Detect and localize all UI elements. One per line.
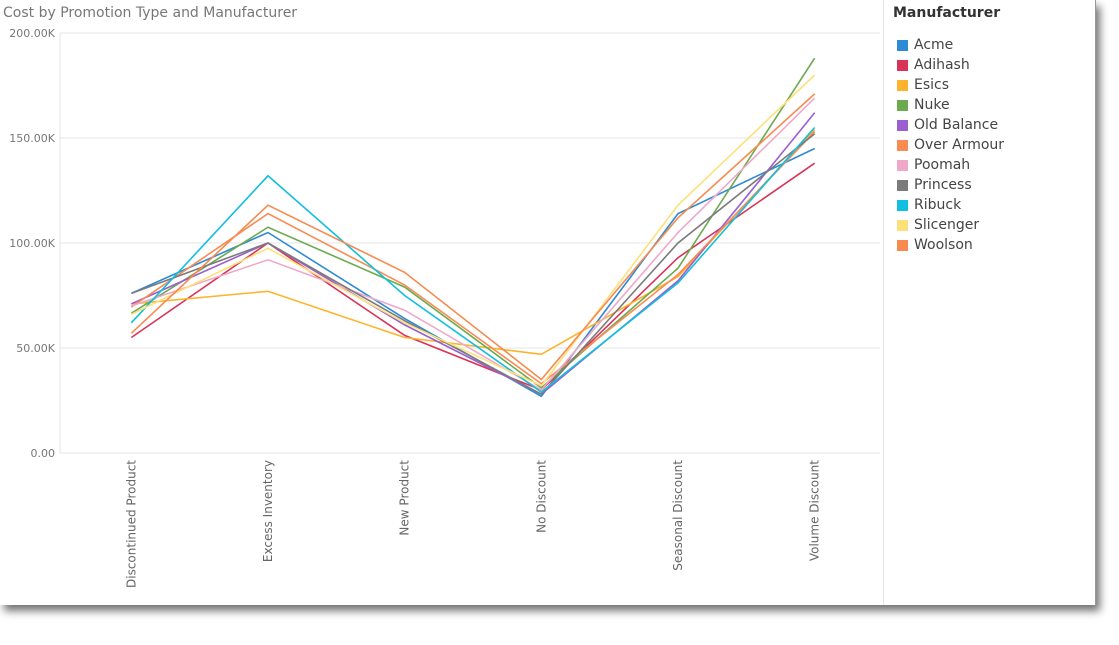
series-line-old-balance[interactable]: [131, 112, 816, 396]
legend-title: Manufacturer: [893, 5, 1001, 21]
y-tick-label: 50.00K: [16, 342, 55, 355]
series-line-ribuck[interactable]: [130, 126, 816, 394]
legend-swatch: [897, 59, 908, 71]
y-tick-label: 150.00K: [9, 132, 55, 145]
legend-label: Princess: [914, 177, 972, 193]
legend-item[interactable]: Princess: [893, 175, 1004, 195]
legend-item[interactable]: Esics: [893, 75, 1004, 95]
legend-swatch: [897, 99, 908, 111]
chart-title: Cost by Promotion Type and Manufacturer: [3, 5, 298, 21]
y-tick-label: 100.00K: [9, 237, 55, 250]
legend-item[interactable]: Ribuck: [893, 195, 1004, 215]
series-line-woolson[interactable]: [130, 93, 816, 381]
legend-label: Old Balance: [914, 117, 999, 133]
series-line-over-armour[interactable]: [130, 131, 816, 385]
legend: Manufacturer Acme Adihash Esics Nuke Old Bal…: [893, 5, 1004, 255]
divider: [883, 0, 884, 605]
x-tick-label: Excess Inventory: [261, 460, 275, 562]
x-tick-label: Seasonal Discount: [671, 460, 685, 571]
legend-swatch: [897, 39, 908, 51]
x-tick-label: No Discount: [534, 460, 548, 533]
series-line-esics[interactable]: [131, 129, 816, 356]
legend-item[interactable]: Woolson: [893, 235, 1004, 255]
legend-label: Esics: [914, 77, 950, 93]
legend-swatch: [897, 119, 908, 131]
legend-swatch: [897, 139, 908, 151]
legend-swatch: [897, 179, 908, 191]
x-tick-label: Discontinued Product: [124, 460, 138, 588]
legend-item[interactable]: Nuke: [893, 95, 1004, 115]
legend-swatch: [897, 79, 908, 91]
legend-item[interactable]: Poomah: [893, 155, 1004, 175]
legend-item[interactable]: Adihash: [893, 55, 1004, 75]
legend-swatch: [897, 219, 908, 231]
chart-frame: Cost by Promotion Type and Manufacturer …: [3, 0, 1096, 605]
legend-label: Ribuck: [914, 197, 962, 213]
legend-item[interactable]: Slicenger: [893, 215, 1004, 235]
legend-swatch: [897, 159, 908, 171]
x-tick-label: New Product: [398, 460, 412, 536]
y-tick-label: 0.00: [31, 447, 56, 460]
legend-swatch: [897, 239, 908, 251]
legend-item[interactable]: Over Armour: [893, 135, 1004, 155]
legend-swatch: [897, 199, 908, 211]
legend-label: Woolson: [914, 237, 973, 253]
line-chart: 0.00 50.00K 100.00K 150.00K 200.00K Discontin…: [9, 27, 880, 588]
legend-label: Nuke: [914, 97, 950, 113]
x-tick-label: Volume Discount: [808, 460, 822, 561]
legend-item[interactable]: Acme: [893, 35, 1004, 55]
series-line-poomah[interactable]: [131, 97, 816, 392]
series-line-slicenger[interactable]: [130, 74, 816, 387]
series-line-princess[interactable]: [131, 133, 816, 396]
legend-label: Over Armour: [914, 137, 1005, 153]
legend-label: Poomah: [914, 157, 971, 173]
series-line-nuke[interactable]: [130, 57, 816, 389]
legend-item[interactable]: Old Balance: [893, 115, 1004, 135]
legend-label: Adihash: [914, 57, 970, 73]
legend-label: Slicenger: [914, 217, 980, 233]
legend-label: Acme: [914, 37, 954, 53]
y-tick-label: 200.00K: [9, 27, 55, 40]
